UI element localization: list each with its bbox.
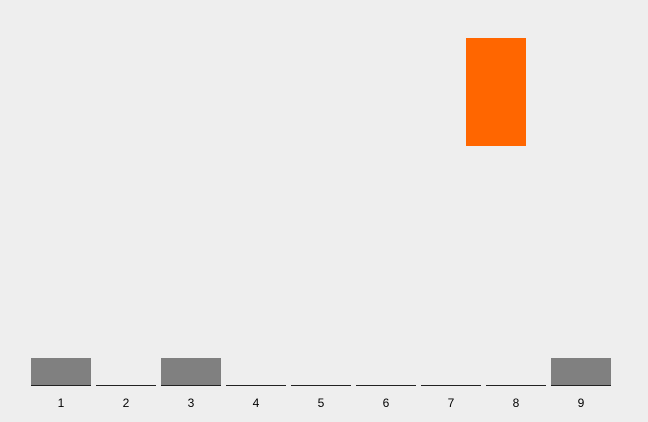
slot-label: 8 <box>512 396 520 410</box>
slot-baseline <box>226 385 286 386</box>
slot-baseline <box>291 385 351 386</box>
slot-6[interactable] <box>356 358 416 386</box>
slot-baseline <box>161 385 221 386</box>
slot-label: 9 <box>577 396 585 410</box>
slot-baseline <box>551 385 611 386</box>
falling-block[interactable] <box>466 38 526 146</box>
slot-baseline <box>486 385 546 386</box>
slot-9[interactable] <box>551 358 611 386</box>
slot-label: 3 <box>187 396 195 410</box>
slot-label: 1 <box>57 396 65 410</box>
slot-baseline <box>96 385 156 386</box>
slot-7[interactable] <box>421 358 481 386</box>
slot-baseline <box>421 385 481 386</box>
stacked-block <box>31 358 91 385</box>
slot-2[interactable] <box>96 358 156 386</box>
slot-baseline <box>356 385 416 386</box>
slot-label: 6 <box>382 396 390 410</box>
slot-3[interactable] <box>161 358 221 386</box>
slot-label: 5 <box>317 396 325 410</box>
slot-1[interactable] <box>31 358 91 386</box>
stacked-block <box>161 358 221 385</box>
slot-8[interactable] <box>486 358 546 386</box>
slot-5[interactable] <box>291 358 351 386</box>
slot-label: 2 <box>122 396 130 410</box>
slot-baseline <box>31 385 91 386</box>
stacked-block <box>551 358 611 385</box>
slot-4[interactable] <box>226 358 286 386</box>
slot-label: 4 <box>252 396 260 410</box>
slot-label: 7 <box>447 396 455 410</box>
